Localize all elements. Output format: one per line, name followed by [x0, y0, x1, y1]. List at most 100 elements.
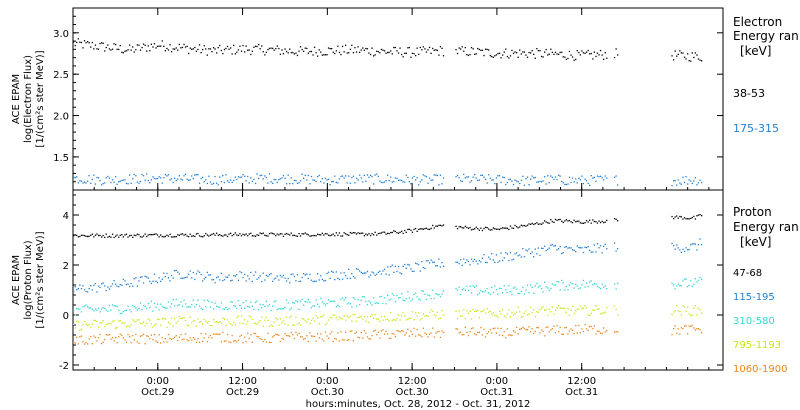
data-point [598, 54, 600, 56]
data-point [441, 310, 443, 312]
data-point [147, 234, 149, 236]
data-point [298, 308, 300, 310]
data-point [142, 282, 145, 284]
data-point [427, 49, 429, 51]
data-point [474, 333, 476, 335]
data-point [102, 282, 104, 284]
data-point [455, 310, 457, 312]
data-point [585, 219, 588, 222]
data-point [540, 181, 543, 183]
data-point [387, 318, 389, 320]
data-point [248, 182, 250, 184]
data-point [225, 47, 227, 50]
data-point [222, 175, 224, 177]
data-point [481, 291, 484, 293]
legend-entry-115-195: 115-195 [733, 292, 775, 303]
data-point [245, 280, 247, 282]
data-point [186, 339, 188, 341]
data-point [435, 265, 437, 267]
data-point [511, 311, 513, 314]
data-point [296, 182, 299, 184]
data-point [198, 182, 201, 184]
data-point [411, 52, 414, 54]
data-point [343, 232, 345, 234]
data-point [287, 52, 289, 54]
data-point [419, 299, 421, 301]
data-point [101, 42, 103, 44]
data-point [332, 271, 334, 273]
data-point [484, 336, 487, 338]
data-point [517, 333, 519, 335]
data-point [522, 248, 524, 250]
data-point [362, 47, 364, 49]
data-point [149, 280, 151, 283]
data-point [273, 335, 275, 337]
data-point [194, 235, 196, 238]
data-point [122, 52, 124, 54]
data-point [88, 324, 90, 326]
data-point [220, 49, 222, 52]
data-point [91, 41, 93, 44]
data-point [222, 308, 224, 310]
data-point [186, 324, 188, 326]
data-point [206, 299, 208, 301]
data-point [175, 47, 177, 49]
data-point [575, 221, 577, 223]
data-point [233, 322, 235, 324]
data-point [152, 46, 154, 48]
data-point [93, 335, 95, 337]
data-point [478, 316, 480, 319]
data-point [554, 176, 557, 178]
data-point [132, 285, 134, 287]
data-point [160, 177, 162, 179]
data-point [528, 184, 530, 186]
series-1060-1900 [73, 324, 703, 345]
data-point [299, 46, 302, 48]
data-point [167, 174, 170, 176]
data-point [516, 180, 518, 182]
data-point [223, 181, 226, 184]
data-point [296, 334, 299, 336]
data-point [97, 48, 100, 50]
data-point [115, 176, 117, 178]
data-point [467, 227, 470, 229]
data-point [512, 314, 515, 316]
data-point [360, 331, 362, 334]
data-point [184, 233, 187, 236]
data-point [516, 288, 518, 290]
data-point [169, 233, 171, 235]
data-point [438, 318, 440, 320]
data-point [177, 178, 179, 180]
data-point [404, 229, 406, 232]
data-point [593, 220, 595, 223]
data-point [205, 179, 207, 181]
data-point [258, 234, 260, 236]
data-point [421, 179, 423, 181]
data-point [85, 235, 87, 237]
data-point [567, 333, 569, 335]
data-point [220, 272, 222, 274]
data-point [234, 275, 236, 277]
data-point [253, 46, 255, 48]
data-point [341, 339, 344, 341]
data-point [245, 300, 247, 302]
data-point [466, 285, 468, 288]
data-point [133, 306, 135, 308]
data-point [164, 307, 166, 309]
data-point [679, 249, 681, 251]
data-point [135, 277, 137, 279]
data-point [343, 315, 345, 317]
data-point [481, 334, 484, 336]
data-point [76, 176, 78, 178]
data-point [593, 51, 595, 53]
data-point [671, 242, 673, 245]
data-point [317, 176, 319, 178]
data-point [125, 341, 128, 344]
data-point [83, 305, 86, 307]
data-point [189, 270, 191, 272]
data-point [278, 334, 280, 336]
data-point [581, 308, 583, 310]
data-point [170, 178, 173, 180]
data-point [76, 308, 78, 310]
data-point [505, 337, 507, 339]
